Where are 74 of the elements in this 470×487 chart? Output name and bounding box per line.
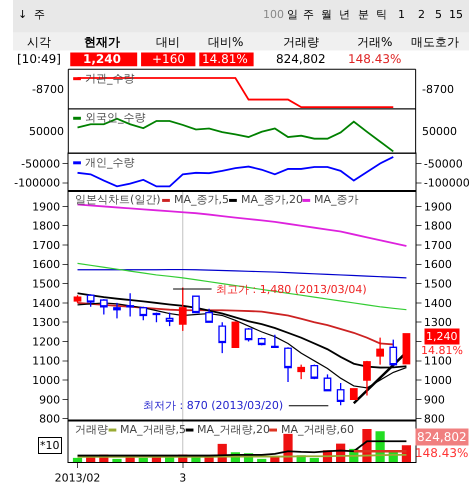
text: +160: [152, 52, 185, 66]
text: *10: [40, 439, 60, 452]
text: 거래량: [283, 35, 319, 49]
text: 100: [263, 8, 284, 21]
text: 1,240: [83, 52, 121, 66]
text: 주: [303, 8, 314, 21]
y2-tick-label: 1400: [424, 296, 452, 310]
legend-title: 거래량: [75, 423, 108, 436]
text: 거래%: [357, 35, 392, 49]
legend-label: MA_거래량,60: [281, 423, 354, 436]
y2-tick-label: -100000: [424, 176, 470, 190]
y-tick-label: 1100: [32, 354, 60, 368]
y-tick-label: 1200: [32, 335, 60, 348]
text: 주: [34, 8, 45, 21]
text: 2: [418, 8, 425, 21]
y-tick-label: 1800: [32, 220, 60, 233]
y-tick-label: 1500: [32, 277, 60, 290]
legend-label: MA_종가,5: [174, 193, 230, 206]
text: 월: [321, 8, 332, 21]
text: 틱: [376, 8, 387, 21]
text: 14.81%: [421, 344, 463, 357]
y-tick-label: 1000: [32, 374, 60, 387]
text: 824,802: [417, 430, 467, 444]
y-tick-label: -50000: [21, 157, 60, 170]
text: [10:49]: [17, 52, 61, 66]
text: 5: [435, 8, 442, 21]
text: 148.43%: [348, 52, 402, 66]
y-tick-label: 1600: [32, 258, 60, 272]
text: 현재가: [84, 35, 120, 49]
y-tick-label: 1400: [32, 296, 60, 310]
y-tick-label: 1300: [32, 316, 60, 330]
y2-tick-label: -50000: [424, 157, 463, 170]
y2-tick-label: 1700: [424, 238, 452, 252]
y2-tick-label: 800: [424, 412, 445, 426]
text: 1,240: [426, 330, 458, 343]
y-tick-label: 1900: [32, 200, 60, 214]
text: 년: [339, 8, 350, 21]
text: 824,802: [276, 52, 326, 66]
text: -8700: [32, 83, 64, 96]
y-tick-label: -100000: [14, 176, 60, 190]
legend-label: 외국인_수량: [85, 111, 146, 124]
legend-label: 개인_수량: [85, 156, 134, 169]
legend-title: 일본식차트(일간): [75, 193, 161, 206]
y-tick-label: 900: [39, 393, 60, 406]
legend-label: MA_거래량,20: [197, 423, 270, 436]
text: 50000: [422, 125, 457, 138]
text: 1: [398, 8, 405, 21]
text: ↓: [18, 8, 28, 21]
y-tick-label: 1700: [32, 238, 60, 252]
legend-label: MA_종가: [314, 193, 359, 206]
y2-tick-label: 1500: [424, 277, 452, 290]
legend-label: MA_종가,20: [241, 193, 304, 206]
text: 매도호가: [411, 35, 459, 49]
x-tick-label: 2013/02: [54, 471, 100, 484]
y2-tick-label: 1100: [424, 354, 452, 368]
text: 15: [449, 8, 463, 21]
text: 50000: [29, 125, 64, 138]
y2-tick-label: 1000: [424, 374, 452, 387]
text: -8700: [422, 83, 454, 96]
text: 분: [358, 8, 369, 21]
text: 대비%: [208, 35, 244, 49]
text: 14.81%: [202, 52, 248, 66]
x-tick-label: 3: [179, 471, 186, 484]
legend-label: MA_거래량,5: [120, 423, 186, 436]
text: 대비: [156, 35, 180, 49]
y2-tick-label: 1300: [424, 316, 452, 330]
y2-tick-label: 1600: [424, 258, 452, 272]
text: 시각: [27, 35, 51, 49]
y2-tick-label: 1800: [424, 220, 452, 233]
y-tick-label: 800: [39, 412, 60, 426]
annotation: 최저가 : 870 (2013/03/20): [143, 399, 284, 412]
y2-tick-label: 1900: [424, 200, 452, 214]
y2-tick-label: 900: [424, 393, 445, 406]
text: 일: [287, 8, 298, 21]
